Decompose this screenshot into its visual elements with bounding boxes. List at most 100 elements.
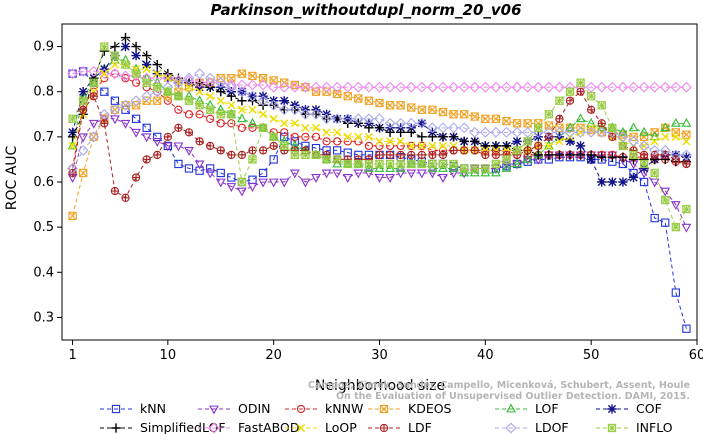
data-point-fastabod [194,77,206,89]
data-point-knnw [121,74,130,83]
legend-item-lof: LOF [495,401,559,416]
legend-label: LoOP [325,420,357,434]
data-point-ldof [628,135,639,147]
data-point-odin [522,155,533,165]
data-point-fastabod [501,81,512,93]
data-point-simplifiedlof [427,132,438,142]
data-point-fastabod [120,70,131,82]
y-tick-label: 0.6 [33,175,54,190]
data-point-inflo [512,146,522,155]
data-point-ldof [405,117,417,129]
data-point-inflo [534,123,543,132]
legend-label: ODIN [238,401,271,416]
data-point-fastabod [278,81,290,93]
data-point-simplifiedlof [565,150,575,160]
data-point-inflo [481,164,490,173]
data-point-loop [216,96,225,105]
legend-marker [505,422,517,434]
y-tick-label: 0.9 [33,40,54,55]
data-point-kdeos [333,89,342,99]
data-point-ldf [396,150,405,160]
data-point-ldof [299,108,311,120]
data-point-ldof [77,144,89,156]
data-point-fastabod [225,79,237,91]
data-point-lof [628,122,639,132]
data-point-ldf [248,146,257,155]
legend-label: LOF [535,401,559,416]
data-point-ldof [321,113,333,125]
data-point-odin [385,174,395,183]
data-point-ldof [278,104,290,116]
data-point-cof [131,50,141,61]
data-point-odin [681,223,692,233]
data-point-simplifiedlof [597,152,607,162]
data-point-fastabod [680,81,692,93]
data-point-knn [682,324,691,333]
data-point-loop [195,87,204,96]
data-point-ldf [258,146,268,155]
data-point-fastabod [426,81,438,93]
data-point-ldof [98,108,110,120]
data-point-inflo [491,159,501,169]
data-point-ldf [438,150,448,160]
data-point-kdeos [396,101,405,110]
data-point-simplifiedlof [131,41,141,52]
data-point-knnw [333,137,342,146]
data-point-fastabod [405,81,417,93]
series-line-ldof [72,73,687,169]
legend-marker [296,423,306,433]
data-point-inflo [280,141,289,151]
data-point-lof [670,117,681,127]
data-point-ldf [131,173,141,182]
data-point-inflo [608,123,617,132]
data-point-fastabod [268,81,280,93]
data-point-fastabod [299,81,311,93]
data-point-lof [649,131,660,141]
data-point-ldof [458,122,470,134]
legend-item-fastabod: FastABOD [198,420,300,434]
data-point-odin [321,169,332,179]
data-point-inflo [449,159,458,169]
legend-marker [209,405,219,415]
data-point-fastabod [606,81,618,93]
legend-marker [111,404,121,414]
data-point-fastabod [670,81,682,93]
data-point-knn [671,288,680,297]
data-point-ldf [682,159,691,169]
data-point-loop [343,132,352,141]
data-point-knn [174,159,183,169]
data-point-loop [428,141,437,150]
data-point-fastabod [342,81,354,93]
data-point-inflo [565,87,575,96]
data-point-inflo [502,155,511,164]
data-point-ldf [142,155,151,164]
data-point-cof [120,41,131,52]
data-point-inflo [333,155,342,164]
data-point-ldof [617,131,629,143]
data-point-fastabod [77,65,89,77]
legend-marker [379,423,389,433]
data-point-ldof [437,122,449,134]
data-point-ldf [449,146,458,155]
data-point-odin [173,142,184,152]
data-point-ldf [227,150,236,160]
data-point-odin [215,178,226,188]
data-point-inflo [237,177,247,187]
data-point-kdeos [544,121,553,130]
legend-item-ldof: LDOF [495,420,569,434]
data-point-loop [650,137,659,146]
data-point-loop [385,137,395,146]
data-point-ldof [120,99,131,111]
axes: 1 10 20 30 40 50 60 0.3 0.4 0.5 0.6 0.7 0.8 0.9 [33,23,703,363]
data-point-fastabod [88,65,100,77]
data-point-lof [491,167,501,177]
data-point-odin [607,151,618,161]
data-point-fastabod [522,81,534,93]
data-point-odin [353,169,364,179]
data-point-ldof [553,126,565,138]
data-point-fastabod [236,79,248,91]
data-point-fastabod [543,81,555,93]
data-point-ldof [257,95,269,107]
data-point-odin [141,133,152,143]
data-point-ldof [384,117,396,129]
